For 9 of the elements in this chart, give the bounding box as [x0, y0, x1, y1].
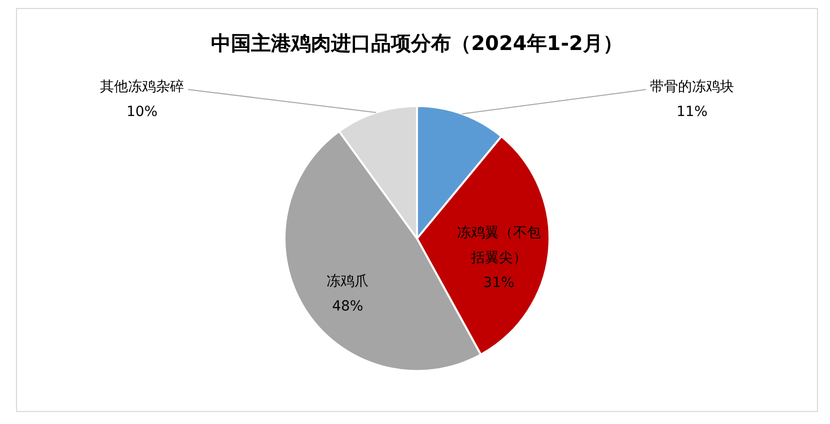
slice-label: 冻鸡翼（不包括翼尖）: [456, 224, 541, 266]
data-label: 11%: [676, 104, 708, 120]
data-label: 10%: [126, 104, 158, 120]
slice-label: 带骨的冻鸡块: [650, 79, 734, 96]
data-label: 31%: [483, 274, 514, 291]
slice-label: 其他冻鸡杂碎: [100, 79, 184, 96]
slice-label: 冻鸡爪: [326, 274, 369, 290]
data-label: 48%: [332, 298, 364, 315]
chart-title: 中国主港鸡肉进口品项分布（2024年1-2月）: [211, 31, 623, 56]
